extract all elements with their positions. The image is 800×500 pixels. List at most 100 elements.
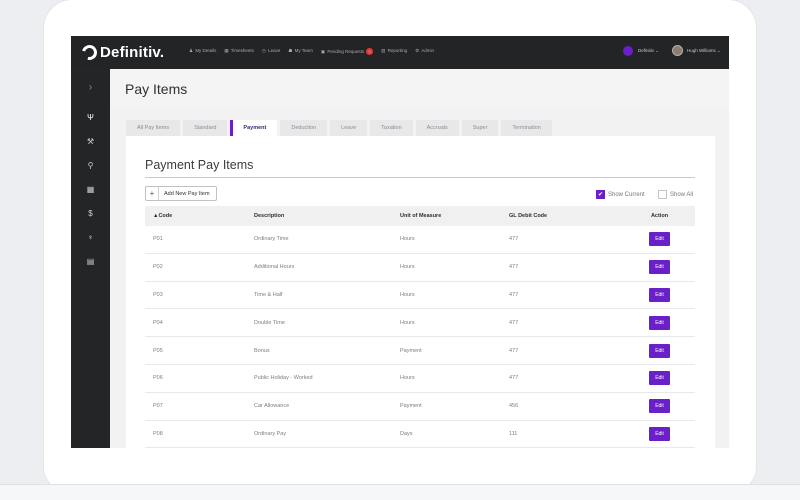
tab-payment[interactable]: Payment <box>230 120 278 136</box>
cell-action: Edit <box>624 426 695 441</box>
tab-deduction[interactable]: Deduction <box>280 120 328 136</box>
nav-reporting[interactable]: ▥ Reporting <box>381 48 407 55</box>
inbox-icon: ▣ <box>320 49 326 54</box>
col-description[interactable]: Description <box>254 213 285 219</box>
table-row: P01 Ordinary Time Hours 477 Edit <box>145 226 695 254</box>
cell-description: Public Holiday - Worked <box>254 375 313 382</box>
nav-timesheets[interactable]: ▦ Timesheets <box>224 48 254 55</box>
tab-taxation[interactable]: Taxation <box>370 120 413 136</box>
add-pay-item-button[interactable]: + Add New Pay Item <box>145 186 217 201</box>
cell-description: Double Time <box>254 319 285 326</box>
sidebar-item-calendar[interactable]: ▦ <box>71 177 110 201</box>
divider <box>145 177 695 178</box>
sidebar-item-locations[interactable]: ⚲ <box>71 153 110 177</box>
cell-description: Car Allowance <box>254 403 290 410</box>
table-row: P03 Time & Half Hours 477 Edit <box>145 282 695 310</box>
pin-icon: ⚲ <box>87 160 94 170</box>
edit-button[interactable]: Edit <box>649 343 670 358</box>
cell-gl-code: 111 <box>509 430 518 437</box>
nav-pending-requests[interactable]: ▣ Pending Requests 5 <box>320 48 374 55</box>
cell-unit: Hours <box>400 291 415 298</box>
cell-gl-code: 477 <box>509 291 519 298</box>
edit-button[interactable]: Edit <box>649 232 670 247</box>
cell-code: P07 <box>153 403 163 410</box>
logo[interactable]: Definitiv. <box>79 41 164 63</box>
cell-description: Time & Half <box>254 291 283 298</box>
show-all-label: Show All <box>670 191 694 198</box>
edit-button[interactable]: Edit <box>649 426 670 441</box>
table-header: ▲Code Description Unit of Measure GL Deb… <box>145 206 695 226</box>
tab-super[interactable]: Super <box>461 120 499 136</box>
table-row: P04 Double Time Hours 477 Edit <box>145 309 695 338</box>
cell-action: Edit <box>624 287 695 302</box>
gear-icon: ⚙ <box>415 48 420 53</box>
tools-icon: ⚒ <box>86 136 95 146</box>
avatar <box>672 45 683 56</box>
company-selector[interactable]: Definitiv ⌄ <box>623 46 659 56</box>
cell-code: P01 <box>153 236 163 243</box>
sidebar-item-tools[interactable]: ⚒ <box>71 129 110 153</box>
show-current-label: Show Current <box>608 191 645 198</box>
pay-items-table: ▲Code Description Unit of Measure GL Deb… <box>145 206 695 448</box>
nav-label: Reporting <box>387 48 408 53</box>
col-code[interactable]: ▲Code <box>153 213 173 219</box>
cell-action: Edit <box>624 232 695 247</box>
cell-unit: Days <box>400 430 413 437</box>
col-unit[interactable]: Unit of Measure <box>400 213 442 219</box>
cell-description: Ordinary Pay <box>254 430 287 437</box>
cell-gl-code: 477 <box>509 236 519 243</box>
table-row: P07 Car Allowance Payment 456 Edit <box>145 393 695 421</box>
tab-termination[interactable]: Termination <box>501 120 552 136</box>
sidebar-item-announcements[interactable]: ♆ <box>71 225 110 249</box>
sidebar: › Ψ ⚒ ⚲ ▦ $ ♆ ▤ <box>71 69 110 448</box>
dollar-icon: $ <box>88 208 93 218</box>
cell-action: Edit <box>624 343 695 358</box>
cell-description: Ordinary Time <box>254 236 289 243</box>
edit-button[interactable]: Edit <box>649 315 670 330</box>
sidebar-item-payroll[interactable]: Ψ <box>71 105 110 129</box>
page-header: Pay Items <box>110 69 729 107</box>
nav-admin[interactable]: ⚙ Admin <box>415 48 434 55</box>
nav-label: Leave <box>268 48 281 53</box>
cell-gl-code: 477 <box>509 375 519 382</box>
tab-standard[interactable]: Standard <box>183 120 228 136</box>
cell-code: P05 <box>153 347 163 354</box>
cell-action: Edit <box>624 260 695 275</box>
edit-button[interactable]: Edit <box>649 399 670 414</box>
chart-icon: ▥ <box>381 48 386 53</box>
person-icon: ♟ <box>189 48 194 53</box>
cell-unit: Payment <box>400 347 422 354</box>
tab-leave[interactable]: Leave <box>330 120 368 136</box>
cell-action: Edit <box>624 315 695 330</box>
content-card: Payment Pay Items + Add New Pay Item ✔ S… <box>126 136 715 448</box>
cell-code: P04 <box>153 319 163 326</box>
cell-unit: Payment <box>400 403 422 410</box>
team-icon: ☗ <box>288 48 293 53</box>
pending-count-badge: 5 <box>366 48 374 55</box>
cell-unit: Hours <box>400 264 415 271</box>
cell-description: Bonus <box>254 347 270 354</box>
plus-icon: + <box>146 187 159 200</box>
calendar-icon: ▦ <box>86 184 95 194</box>
nav-my-details[interactable]: ♟ My Details <box>189 48 216 55</box>
checkbox-checked-icon[interactable]: ✔ <box>596 190 605 199</box>
sidebar-expand[interactable]: › <box>71 69 110 105</box>
checkbox-unchecked-icon[interactable] <box>658 190 667 199</box>
edit-button[interactable]: Edit <box>649 260 670 275</box>
nav-my-team[interactable]: ☗ My Team <box>288 48 312 55</box>
cell-code: P03 <box>153 291 163 298</box>
col-gl-debit[interactable]: GL Debit Code <box>509 213 548 219</box>
tab-accruals[interactable]: Accruals <box>415 120 459 136</box>
sidebar-item-pay[interactable]: $ <box>71 201 110 225</box>
show-all-toggle[interactable]: Show All <box>658 190 693 199</box>
edit-button[interactable]: Edit <box>649 287 670 302</box>
sidebar-item-documents[interactable]: ▤ <box>71 249 110 273</box>
edit-button[interactable]: Edit <box>649 371 670 386</box>
nav-label: Timesheets <box>230 48 254 53</box>
top-nav: ♟ My Details ▦ Timesheets ◷ Leave ☗ My T… <box>189 48 434 55</box>
tab-all-pay-items[interactable]: All Pay Items <box>126 120 181 136</box>
table-row: P06 Public Holiday - Worked Hours 477 Edit <box>145 365 695 393</box>
user-menu[interactable]: Hugh Williams ⌄ <box>672 45 721 56</box>
show-current-toggle[interactable]: ✔ Show Current <box>596 190 645 199</box>
nav-leave[interactable]: ◷ Leave <box>262 48 280 55</box>
